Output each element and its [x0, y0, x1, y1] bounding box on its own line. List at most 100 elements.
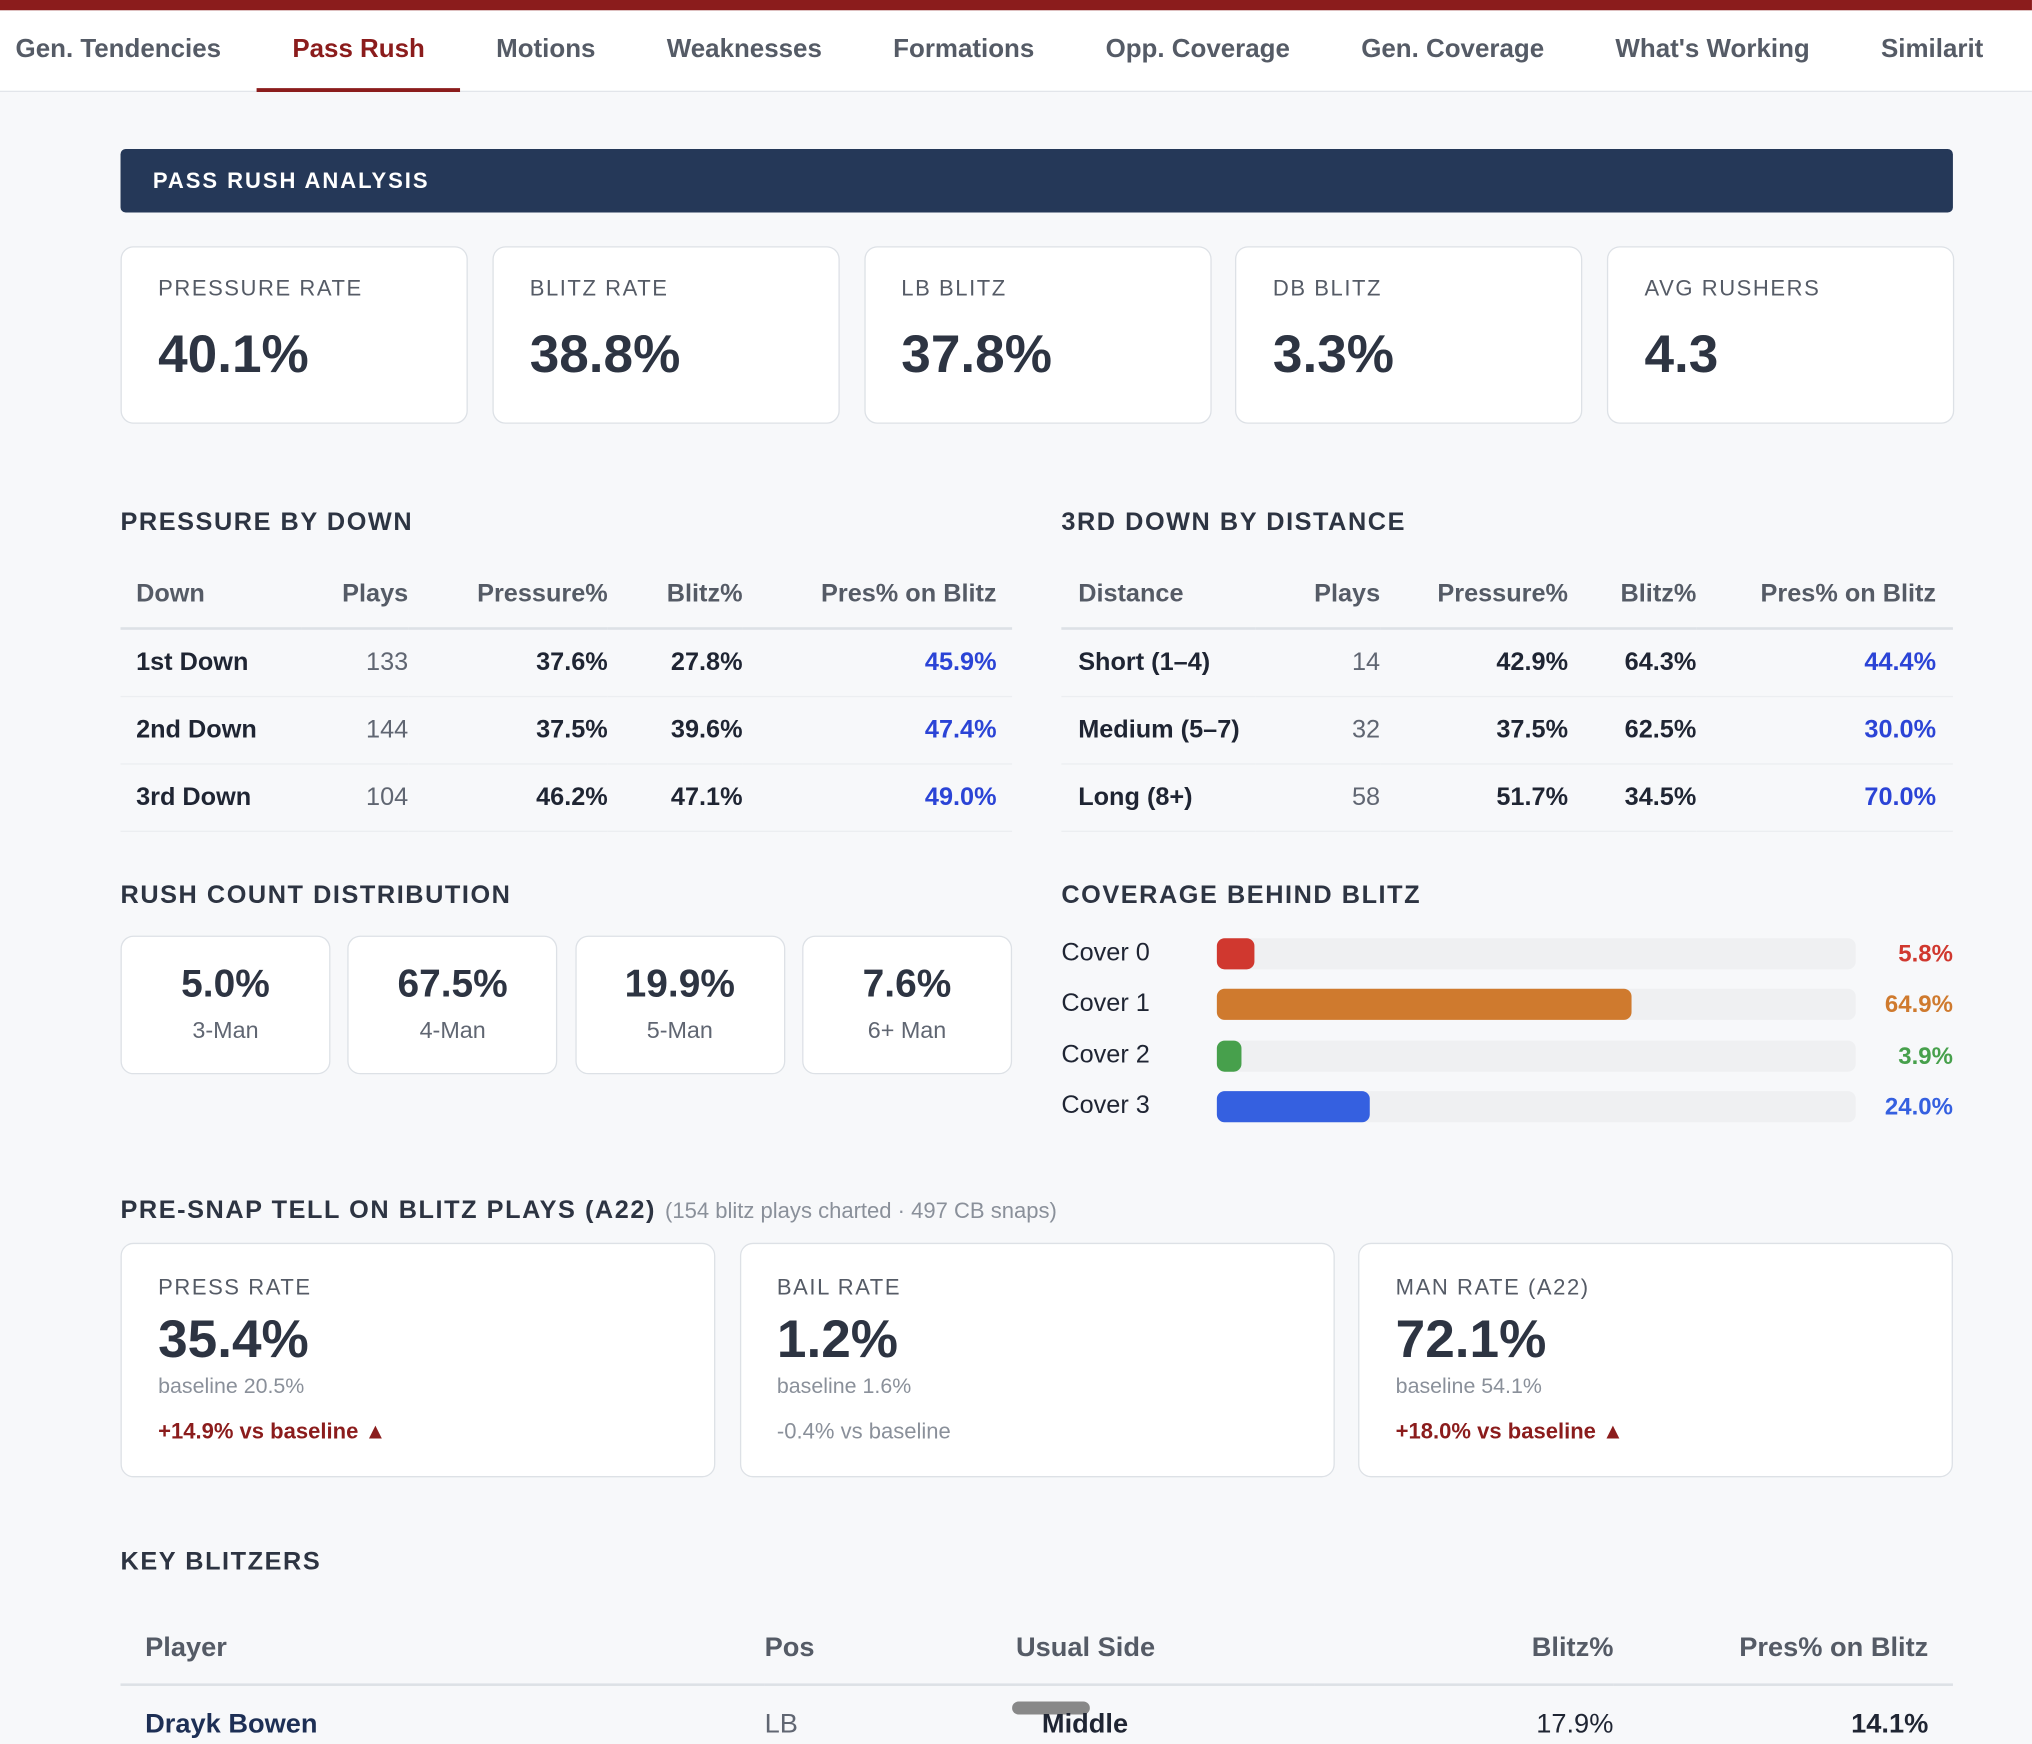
- table-cell: 44.4%: [1696, 630, 1953, 698]
- tab[interactable]: What's Working: [1615, 34, 1810, 64]
- table-cell: 14: [1255, 630, 1381, 698]
- table-cell: 45.9%: [742, 630, 1013, 698]
- table-cell: 14.1%: [1613, 1686, 1953, 1744]
- kpi-label: BLITZ RATE: [529, 276, 669, 301]
- tell-delta: -0.4% vs baseline: [776, 1419, 951, 1444]
- table-cell: 64.3%: [1568, 630, 1697, 698]
- bar-value: 3.9%: [1898, 1041, 1953, 1069]
- tell-baseline: baseline 1.6%: [776, 1374, 912, 1399]
- tell-delta: +14.9% vs baseline ▲: [158, 1419, 387, 1444]
- table-cell: 104: [301, 765, 409, 832]
- kpi-card: PRESSURE RATE 40.1%: [120, 246, 468, 424]
- rush-label: 3-Man: [192, 1017, 259, 1044]
- section-header: PASS RUSH ANALYSIS: [120, 149, 1953, 213]
- column-header: Usual Side: [1015, 1612, 1315, 1686]
- table-cell: 27.8%: [607, 630, 743, 698]
- bar-track: [1216, 938, 1856, 970]
- kpi-label: AVG RUSHERS: [1644, 276, 1821, 301]
- tab[interactable]: Gen. Coverage: [1361, 34, 1545, 64]
- tell-value: 1.2%: [776, 1308, 898, 1369]
- table-cell: 17.9%: [1314, 1686, 1613, 1744]
- rush-card: 5.0% 3-Man: [120, 935, 331, 1075]
- table-cell: Long (8+): [1061, 765, 1256, 832]
- column-header: Pres% on Blitz: [1613, 1612, 1953, 1686]
- table-cell: 1st Down: [120, 630, 302, 698]
- bar-label: Cover 3: [1061, 1091, 1150, 1120]
- column-header: Blitz%: [1568, 560, 1697, 630]
- kpi-value: 38.8%: [529, 323, 681, 384]
- column-header: Pos: [764, 1612, 1016, 1686]
- kpi-card: LB BLITZ 37.8%: [863, 246, 1212, 424]
- column-header: Distance: [1061, 560, 1256, 630]
- kpi-card: DB BLITZ 3.3%: [1235, 246, 1583, 424]
- tab[interactable]: Pass Rush: [256, 10, 461, 93]
- column-header: Plays: [1255, 560, 1381, 630]
- bar: [1216, 1091, 1371, 1123]
- table-cell: Short (1–4): [1061, 630, 1256, 698]
- table-cell: 34.5%: [1568, 765, 1697, 832]
- bar-track: [1216, 1040, 1856, 1072]
- table-cell: Medium (5–7): [1061, 697, 1256, 765]
- section-title: KEY BLITZERS: [120, 1547, 322, 1576]
- table: Down Plays Pressure% Blitz% Pres% on Blitz 1s…: [120, 560, 1013, 832]
- section-title-row: PRE-SNAP TELL ON BLITZ PLAYS (A22) (154 b…: [121, 1196, 1057, 1226]
- rush-card: 7.6% 6+ Man: [802, 935, 1012, 1075]
- kpi-label: DB BLITZ: [1272, 276, 1383, 301]
- kpi-card: AVG RUSHERS 4.3: [1606, 246, 1955, 424]
- kpi-card: BLITZ RATE 38.8%: [492, 246, 840, 424]
- section-title: PRESSURE BY DOWN: [120, 507, 414, 537]
- table-cell: 46.2%: [408, 765, 608, 832]
- tell-value: 72.1%: [1395, 1308, 1547, 1369]
- section-note: (154 blitz plays charted · 497 CB snaps): [665, 1198, 1057, 1224]
- column-header: Pres% on Blitz: [1696, 560, 1953, 630]
- bar-value: 64.9%: [1884, 990, 1953, 1018]
- bar-label: Cover 2: [1061, 1040, 1150, 1069]
- kpi-value: 37.8%: [901, 323, 1052, 384]
- tell-card: MAN RATE (A22) 72.1% baseline 54.1% +18.0% …: [1358, 1242, 1953, 1478]
- tab[interactable]: Formations: [893, 34, 1035, 64]
- column-header: Plays: [301, 560, 409, 630]
- table-cell: 49.0%: [742, 765, 1013, 832]
- table-cell: 58: [1255, 765, 1381, 832]
- rush-value: 67.5%: [397, 962, 508, 1006]
- bar-value: 24.0%: [1884, 1092, 1953, 1120]
- tab[interactable]: Similarit: [1881, 34, 1984, 64]
- table-cell: 30.0%: [1696, 697, 1953, 765]
- table-cell: Middle: [1016, 1686, 1314, 1744]
- tell-card: PRESS RATE 35.4% baseline 20.5% +14.9% vs b…: [120, 1242, 716, 1478]
- tab-bar: Gen. Tendencies Pass Rush Motions Weaknesse…: [0, 10, 2032, 93]
- table: Distance Plays Pressure% Blitz% Pres% on Bli…: [1061, 560, 1953, 832]
- kpi-label: PRESSURE RATE: [158, 276, 363, 301]
- scroll-indicator: [1012, 1701, 1090, 1715]
- table-cell: 39.6%: [607, 697, 743, 765]
- tell-card: BAIL RATE 1.2% baseline 1.6% -0.4% vs basel…: [739, 1242, 1335, 1478]
- table-cell: 37.5%: [1380, 697, 1569, 765]
- table: Player Pos Usual Side Blitz% Pres% on Blitz D…: [120, 1612, 1953, 1744]
- bar-value: 5.8%: [1898, 939, 1953, 967]
- tell-baseline: baseline 20.5%: [158, 1374, 305, 1399]
- kpi-label: LB BLITZ: [901, 276, 1007, 301]
- column-header: Blitz%: [1314, 1612, 1614, 1686]
- tab[interactable]: Opp. Coverage: [1105, 34, 1290, 64]
- section-title: PRE-SNAP TELL ON BLITZ PLAYS (A22): [120, 1196, 656, 1225]
- rush-label: 5-Man: [646, 1017, 713, 1044]
- bar-label: Cover 1: [1061, 989, 1150, 1018]
- column-header: Down: [120, 560, 302, 630]
- tab[interactable]: Motions: [496, 34, 596, 64]
- kpi-value: 4.3: [1644, 323, 1719, 384]
- rush-card: 67.5% 4-Man: [347, 935, 558, 1075]
- table-cell: LB: [765, 1686, 1016, 1744]
- table-cell: 133: [301, 630, 409, 698]
- tab[interactable]: Gen. Tendencies: [15, 34, 222, 64]
- tab[interactable]: Weaknesses: [666, 34, 822, 64]
- section-title: 3RD DOWN BY DISTANCE: [1061, 507, 1407, 537]
- player-name: Drayk Bowen: [121, 1686, 765, 1744]
- table-cell: 37.6%: [408, 630, 608, 698]
- table-cell: 62.5%: [1568, 697, 1697, 765]
- bar-label: Cover 0: [1061, 938, 1150, 967]
- column-header: Pressure%: [408, 560, 608, 630]
- table-cell: 3rd Down: [120, 765, 302, 832]
- section-title: COVERAGE BEHIND BLITZ: [1061, 881, 1422, 910]
